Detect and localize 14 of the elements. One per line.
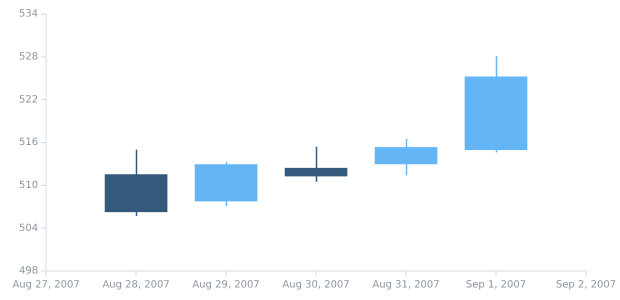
x-tick-label: Aug 31, 2007 xyxy=(372,280,440,291)
x-tick-label: Aug 27, 2007 xyxy=(12,280,80,291)
x-tick-label: Aug 30, 2007 xyxy=(282,280,350,291)
y-tick-label: 504 xyxy=(18,222,38,234)
y-tick-label: 522 xyxy=(18,94,38,106)
x-tick-label: Sep 1, 2007 xyxy=(466,280,526,291)
x-tick-label: Sep 2, 2007 xyxy=(556,280,616,291)
y-tick-label: 498 xyxy=(18,266,38,277)
x-tick-label: Aug 28, 2007 xyxy=(102,280,170,291)
y-tick-label: 510 xyxy=(18,180,38,191)
y-tick-label: 516 xyxy=(18,137,38,148)
y-tick-label: 528 xyxy=(18,51,38,62)
y-tick-label: 534 xyxy=(18,8,38,20)
x-tick-label: Aug 29, 2007 xyxy=(192,280,260,291)
